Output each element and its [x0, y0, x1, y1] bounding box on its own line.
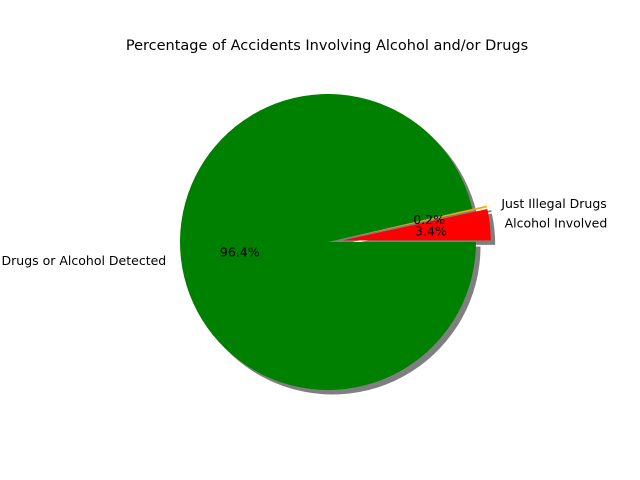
pie-labels: Alcohol Involved 3.4% Just Illegal Drugs 0.…	[0, 196, 607, 268]
wedge-alcohol-involved	[342, 209, 491, 241]
label-just-illegal-drugs: Just Illegal Drugs	[500, 196, 607, 211]
pct-label-just-illegal-drugs: 0.2%	[413, 212, 445, 227]
chart-title: Percentage of Accidents Involving Alcoho…	[126, 38, 528, 54]
wedge-no-drugs-or-alcohol-detected	[179, 94, 476, 391]
pct-label-alcohol-involved: 3.4%	[415, 223, 447, 238]
label-alcohol-involved: Alcohol Involved	[505, 216, 608, 231]
wedge-just-illegal-drugs	[342, 205, 488, 239]
pct-label-no-drugs-or-alcohol-detected: 96.4%	[220, 245, 260, 260]
label-no-drugs-or-alcohol-detected: No Drugs or Alcohol Detected	[0, 253, 166, 268]
pie-wedges	[179, 94, 491, 391]
